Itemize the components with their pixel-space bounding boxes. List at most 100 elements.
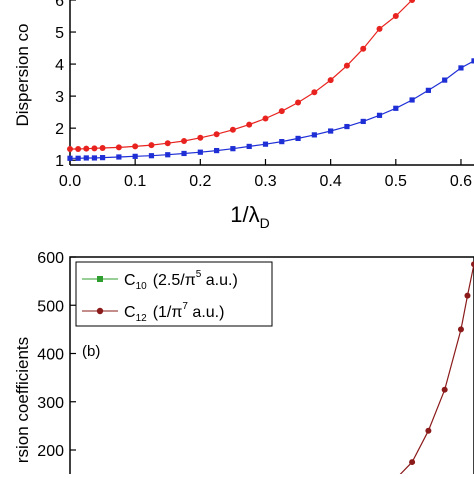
panel-b-y-tick-label: 200 <box>37 443 64 460</box>
panel-b-series-0-point <box>464 292 471 299</box>
panel-a-series-1-point <box>458 65 464 71</box>
panel-a-x-tick-label: 0.6 <box>450 173 472 190</box>
panel-a-series-1-point <box>214 147 220 154</box>
panel-a-x-tick-label: 0.0 <box>59 173 81 190</box>
panel-a-x-tick-label: 0.5 <box>385 173 407 190</box>
panel-a-series-0-point <box>327 77 334 84</box>
panel-a-series-0-point <box>181 137 188 144</box>
panel-a-series-1-point <box>99 155 106 161</box>
panel-a-y-tick-label: 4 <box>55 57 64 74</box>
panel-a-y-axis-label: Dispersion co <box>13 24 32 127</box>
panel-b-legend: C10 (2.5/π5 a.u.) C12 (1/π7 a.u.) <box>75 261 273 327</box>
panel-b-frame <box>69 256 474 479</box>
panel-b-series-0-line <box>395 264 474 479</box>
panel-a-y-tick-label: 3 <box>55 89 64 106</box>
panel-a-series <box>67 0 474 161</box>
panel-a-series-1-point <box>471 58 474 64</box>
panel-a-y-tick-label: 6 <box>55 0 64 10</box>
panel-a-x-tick-label: 0.4 <box>320 173 342 190</box>
panel-a-series-0-point <box>67 145 73 152</box>
panel-a-series-0-point <box>246 121 253 128</box>
panel-a-series-0-point <box>295 99 302 106</box>
legend-marker-c12 <box>96 307 104 315</box>
panel-a-y-tick-label: 2 <box>55 121 64 138</box>
panel-a-y-tick-label: 1 <box>55 153 64 170</box>
panel-a-series-1-point <box>246 143 252 150</box>
panel-b-series-0-point <box>409 459 416 466</box>
legend-marker-c10 <box>97 276 103 282</box>
panel-a-series-0-point <box>132 143 139 150</box>
panel-a-series-1-point <box>344 123 350 130</box>
panel-a-series-1-point <box>83 155 89 161</box>
panel-b-y-tick-label: 500 <box>37 298 64 315</box>
panel-a-x-axis-label: 1/λD <box>230 202 269 231</box>
panel-a: 1 2 3 4 5 6 0.0 0.1 0.2 0.3 0.4 0.5 0.6 Dispersion … <box>13 0 474 231</box>
panel-a-series-0-point <box>75 145 82 152</box>
panel-a-series-1-point <box>132 153 138 159</box>
panel-a-series-0-point <box>262 115 269 122</box>
panel-a-series-1-point <box>67 155 73 161</box>
legend-label-c10: C10 (2.5/π5 a.u.) <box>124 269 238 292</box>
panel-a-series-1-point <box>116 154 122 160</box>
legend-box <box>75 261 273 327</box>
panel-a-series-0-point <box>164 140 171 147</box>
panel-a-series-1-point <box>295 135 301 142</box>
panel-a-series-1-point <box>425 87 431 93</box>
panel-a-series-0-point <box>148 142 155 149</box>
panel-a-series-1-point <box>197 149 203 155</box>
panel-a-series-1-point <box>409 97 415 103</box>
panel-b-y-axis-label: rsion coefficients <box>13 337 32 463</box>
panel-b-series-0-point <box>457 326 464 333</box>
panel-a-series-1-point <box>230 146 236 152</box>
panel-a-series-0-point <box>229 126 236 133</box>
panel-a-series-0-point <box>91 145 98 152</box>
panel-a-x-tick-label: 0.1 <box>124 173 146 190</box>
legend-label-c12: C12 (1/π7 a.u.) <box>124 301 224 324</box>
panel-a-series-0-point <box>360 45 367 52</box>
panel-a-series-0-point <box>376 25 383 32</box>
panel-a-x-tick-label: 0.3 <box>254 173 276 190</box>
panel-b-label: (b) <box>82 343 100 360</box>
panel-a-series-1-point <box>181 150 187 157</box>
panel-a-series-0-point <box>197 134 204 141</box>
panel-a-series-1-point <box>311 132 317 138</box>
panel-a-series-1-point <box>442 77 448 83</box>
panel-a-series-1-point <box>360 118 366 125</box>
panel-b: 600 500 400 300 200 (b) rsion coefficients C… <box>13 250 474 479</box>
panel-b-series-0-point <box>441 386 448 393</box>
panel-a-series-1-point <box>262 141 269 147</box>
panel-a-series-1-point <box>279 139 285 145</box>
panel-a-series-0-point <box>99 145 106 152</box>
panel-a-x-tick-label: 0.2 <box>189 173 211 190</box>
panel-a-series-0-point <box>213 131 220 138</box>
panel-a-series-1-line <box>70 60 474 159</box>
panel-a-series-0-point <box>311 89 318 96</box>
legend-item-c10: C10 (2.5/π5 a.u.) <box>82 269 238 292</box>
panel-b-y-tick-label: 400 <box>37 347 64 364</box>
panel-a-x-ticks: 0.0 0.1 0.2 0.3 0.4 0.5 0.6 <box>59 159 472 190</box>
panel-a-series-0-point <box>392 13 399 20</box>
panel-a-series-0-point <box>278 108 285 115</box>
panel-a-series-1-point <box>148 153 155 159</box>
panel-a-y-tick-label: 5 <box>55 25 64 42</box>
panel-a-y-ticks: 1 2 3 4 5 6 <box>55 0 76 170</box>
panel-a-series-1-point <box>91 155 98 161</box>
panel-a-series-1-point <box>393 105 399 111</box>
panel-a-series-0-point <box>343 62 350 69</box>
panel-b-y-tick-label: 600 <box>37 250 64 267</box>
panel-a-series-0-point <box>115 144 122 151</box>
panel-a-series-0-point <box>83 145 90 152</box>
panel-a-series-1-point <box>165 152 171 158</box>
panel-a-series-0-line <box>70 0 413 150</box>
panel-a-series-1-point <box>328 128 334 134</box>
panel-a-series-1-point <box>75 155 81 161</box>
panel-b-series <box>392 261 474 479</box>
panel-b-series-0-point <box>425 427 432 434</box>
legend-item-c12: C12 (1/π7 a.u.) <box>82 301 224 324</box>
panel-a-series-1-point <box>376 112 383 118</box>
panel-a-series-0-point <box>409 0 416 3</box>
panel-b-y-ticks: 600 500 400 300 200 <box>37 250 76 460</box>
panel-b-series-0-point <box>471 261 474 268</box>
